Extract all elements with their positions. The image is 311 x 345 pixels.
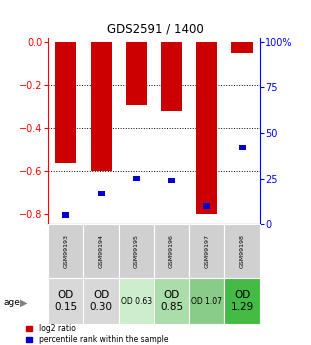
Bar <box>126 42 147 106</box>
FancyBboxPatch shape <box>225 224 260 278</box>
FancyBboxPatch shape <box>189 224 225 278</box>
Bar <box>231 42 253 52</box>
Legend: log2 ratio, percentile rank within the sample: log2 ratio, percentile rank within the s… <box>26 323 169 345</box>
FancyBboxPatch shape <box>83 278 119 324</box>
FancyBboxPatch shape <box>225 278 260 324</box>
Bar <box>55 42 77 163</box>
Text: GSM99198: GSM99198 <box>239 234 244 268</box>
Text: GDS2591 / 1400: GDS2591 / 1400 <box>107 22 204 36</box>
Text: OD 1.07: OD 1.07 <box>191 296 222 306</box>
Text: GSM99194: GSM99194 <box>99 234 104 268</box>
Text: OD
0.15: OD 0.15 <box>54 290 77 312</box>
Bar <box>161 42 182 111</box>
Text: OD
1.29: OD 1.29 <box>230 290 254 312</box>
Text: GSM99195: GSM99195 <box>134 234 139 268</box>
Text: GSM99197: GSM99197 <box>204 234 209 268</box>
Bar <box>62 213 69 218</box>
FancyBboxPatch shape <box>48 224 83 278</box>
Text: ▶: ▶ <box>20 298 27 307</box>
Bar <box>91 42 112 171</box>
FancyBboxPatch shape <box>189 278 225 324</box>
FancyBboxPatch shape <box>154 278 189 324</box>
Text: age: age <box>3 298 20 307</box>
Text: GSM99193: GSM99193 <box>63 234 68 268</box>
Text: GSM99196: GSM99196 <box>169 234 174 268</box>
Bar <box>196 42 217 214</box>
FancyBboxPatch shape <box>119 278 154 324</box>
Bar <box>98 190 104 196</box>
Bar <box>239 145 246 150</box>
FancyBboxPatch shape <box>48 278 83 324</box>
Text: OD
0.85: OD 0.85 <box>160 290 183 312</box>
Bar <box>203 203 210 209</box>
FancyBboxPatch shape <box>119 224 154 278</box>
Bar <box>133 176 140 181</box>
FancyBboxPatch shape <box>83 224 119 278</box>
FancyBboxPatch shape <box>154 224 189 278</box>
Text: OD
0.30: OD 0.30 <box>90 290 113 312</box>
Bar <box>168 178 175 183</box>
Text: OD 0.63: OD 0.63 <box>121 296 152 306</box>
